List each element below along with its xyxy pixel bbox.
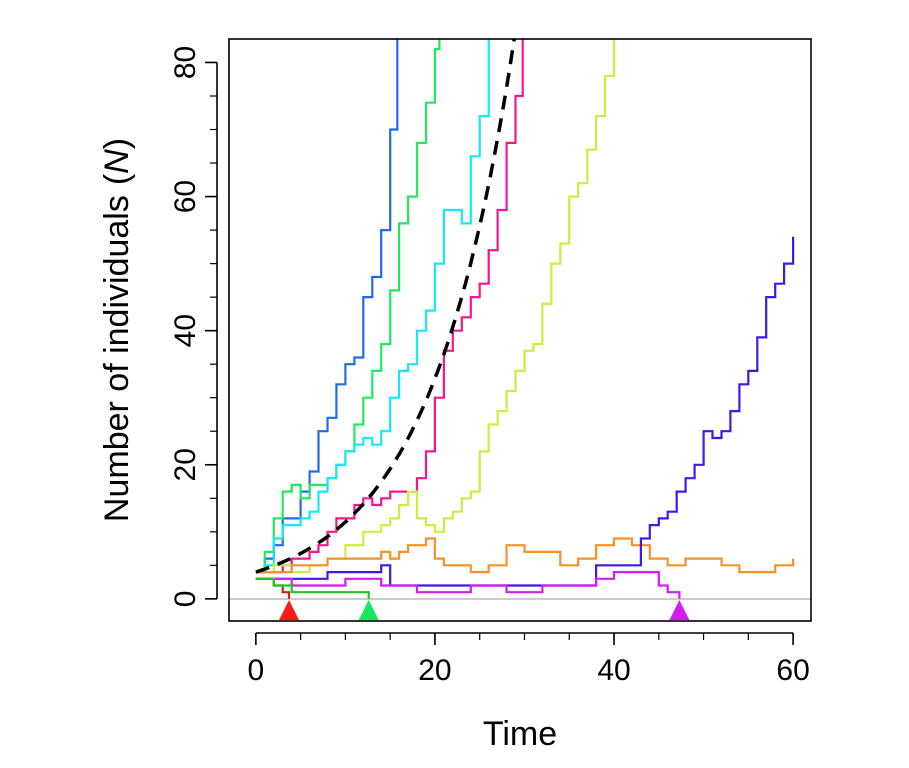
y-axis: 0 20 40 60 80	[169, 46, 218, 608]
series-line-9	[255, 577, 291, 599]
series-line-10	[255, 577, 370, 599]
x-tick-label: 40	[597, 654, 630, 687]
x-axis: 0 20 40 60	[248, 632, 810, 687]
y-axis-title-symbol: N	[98, 149, 136, 174]
y-tick-label: 20	[169, 448, 202, 481]
series-line-3	[255, 39, 490, 574]
series-line-8	[255, 571, 681, 599]
extinction-marker	[358, 600, 379, 620]
expected-growth-curve	[255, 39, 516, 574]
y-tick-label: 60	[169, 180, 202, 213]
y-tick-label: 0	[169, 591, 202, 608]
y-axis-title-text: Number of individuals	[98, 195, 136, 522]
y-axis-title: Number of individuals(N)	[98, 138, 136, 522]
y-tick-label: 40	[169, 314, 202, 347]
x-tick-label: 20	[418, 654, 451, 687]
x-tick-label: 60	[776, 654, 809, 687]
extinction-marker	[669, 600, 690, 620]
series-line-6	[255, 537, 795, 574]
series-line-2	[255, 39, 441, 574]
x-axis-title: Time	[483, 715, 557, 753]
plot-frame	[228, 38, 812, 622]
x-tick-label: 0	[248, 654, 265, 687]
extinction-marker	[278, 600, 299, 620]
series-line-5	[255, 39, 616, 574]
series-line-4	[255, 39, 524, 574]
series-line-7	[255, 236, 795, 587]
extinction-marker-layer	[278, 600, 690, 620]
y-tick-label: 80	[169, 46, 202, 79]
series-layer	[255, 39, 795, 599]
series-line-1	[255, 39, 399, 574]
